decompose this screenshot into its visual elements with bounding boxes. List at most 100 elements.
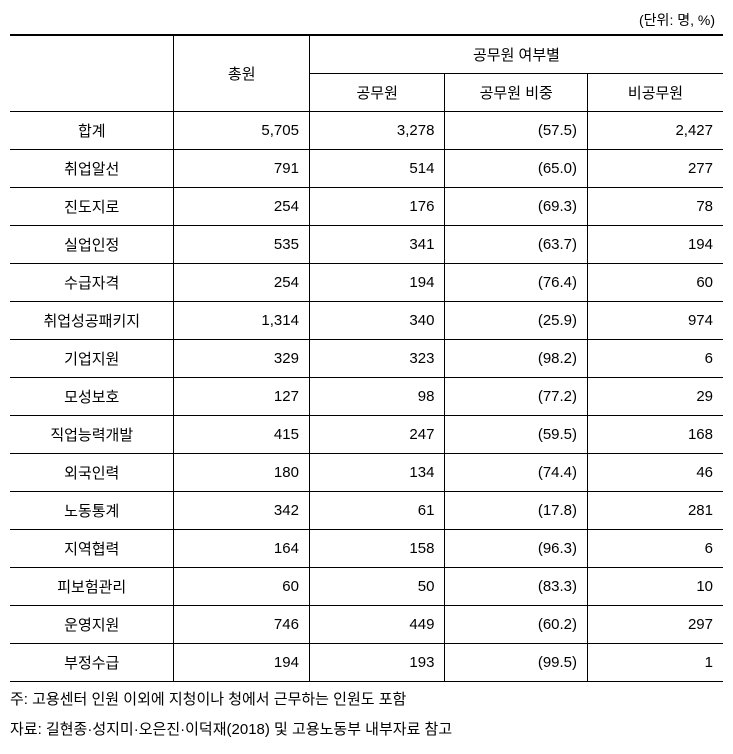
- row-civil: 61: [309, 492, 444, 530]
- row-label: 피보험관리: [10, 568, 174, 606]
- table-row: 모성보호12798(77.2)29: [10, 378, 723, 416]
- row-total: 127: [174, 378, 309, 416]
- header-total: 총원: [174, 35, 309, 112]
- row-label: 취업알선: [10, 150, 174, 188]
- row-ratio: (59.5): [445, 416, 588, 454]
- data-table: 총원 공무원 여부별 공무원 공무원 비중 비공무원 합계5,7053,278(…: [10, 34, 723, 682]
- row-total: 254: [174, 188, 309, 226]
- row-label: 외국인력: [10, 454, 174, 492]
- table-row: 실업인정535341(63.7)194: [10, 226, 723, 264]
- row-total: 746: [174, 606, 309, 644]
- row-non-civil: 974: [588, 302, 723, 340]
- row-non-civil: 78: [588, 188, 723, 226]
- row-non-civil: 194: [588, 226, 723, 264]
- row-non-civil: 1: [588, 644, 723, 682]
- row-total: 254: [174, 264, 309, 302]
- table-row: 피보험관리6050(83.3)10: [10, 568, 723, 606]
- row-civil: 134: [309, 454, 444, 492]
- row-ratio: (77.2): [445, 378, 588, 416]
- row-label: 취업성공패키지: [10, 302, 174, 340]
- table-row: 부정수급194193(99.5)1: [10, 644, 723, 682]
- row-ratio: (96.3): [445, 530, 588, 568]
- table-row: 수급자격254194(76.4)60: [10, 264, 723, 302]
- table-row: 운영지원746449(60.2)297: [10, 606, 723, 644]
- row-ratio: (63.7): [445, 226, 588, 264]
- row-non-civil: 297: [588, 606, 723, 644]
- row-ratio: (83.3): [445, 568, 588, 606]
- row-civil: 3,278: [309, 112, 444, 150]
- row-ratio: (60.2): [445, 606, 588, 644]
- row-total: 1,314: [174, 302, 309, 340]
- table-row: 노동통계34261(17.8)281: [10, 492, 723, 530]
- row-label: 부정수급: [10, 644, 174, 682]
- row-total: 791: [174, 150, 309, 188]
- row-label: 지역협력: [10, 530, 174, 568]
- row-non-civil: 168: [588, 416, 723, 454]
- row-non-civil: 2,427: [588, 112, 723, 150]
- row-label: 수급자격: [10, 264, 174, 302]
- row-label: 실업인정: [10, 226, 174, 264]
- row-civil: 341: [309, 226, 444, 264]
- table-body: 합계5,7053,278(57.5)2,427취업알선791514(65.0)2…: [10, 112, 723, 682]
- row-civil: 98: [309, 378, 444, 416]
- row-civil: 340: [309, 302, 444, 340]
- row-civil: 50: [309, 568, 444, 606]
- row-label: 합계: [10, 112, 174, 150]
- row-total: 180: [174, 454, 309, 492]
- row-civil: 194: [309, 264, 444, 302]
- table-row: 진도지로254176(69.3)78: [10, 188, 723, 226]
- row-non-civil: 277: [588, 150, 723, 188]
- footnote-2: 자료: 길현종·성지미·오은진·이덕재(2018) 및 고용노동부 내부자료 참…: [10, 718, 723, 742]
- row-ratio: (76.4): [445, 264, 588, 302]
- table-row: 직업능력개발415247(59.5)168: [10, 416, 723, 454]
- row-non-civil: 6: [588, 340, 723, 378]
- row-ratio: (57.5): [445, 112, 588, 150]
- row-civil: 247: [309, 416, 444, 454]
- table-row: 합계5,7053,278(57.5)2,427: [10, 112, 723, 150]
- header-civil-ratio: 공무원 비중: [445, 74, 588, 112]
- row-label: 기업지원: [10, 340, 174, 378]
- row-non-civil: 46: [588, 454, 723, 492]
- row-non-civil: 6: [588, 530, 723, 568]
- unit-label: (단위: 명, %): [10, 10, 723, 30]
- row-civil: 158: [309, 530, 444, 568]
- row-total: 60: [174, 568, 309, 606]
- row-non-civil: 60: [588, 264, 723, 302]
- header-non-civil: 비공무원: [588, 74, 723, 112]
- row-total: 329: [174, 340, 309, 378]
- row-label: 노동통계: [10, 492, 174, 530]
- row-non-civil: 10: [588, 568, 723, 606]
- table-row: 지역협력164158(96.3)6: [10, 530, 723, 568]
- row-total: 164: [174, 530, 309, 568]
- row-civil: 449: [309, 606, 444, 644]
- row-ratio: (99.5): [445, 644, 588, 682]
- row-label: 직업능력개발: [10, 416, 174, 454]
- row-ratio: (74.4): [445, 454, 588, 492]
- row-ratio: (25.9): [445, 302, 588, 340]
- row-total: 5,705: [174, 112, 309, 150]
- footnote-1: 주: 고용센터 인원 이외에 지청이나 청에서 근무하는 인원도 포함: [10, 688, 723, 712]
- row-label: 모성보호: [10, 378, 174, 416]
- table-row: 기업지원329323(98.2)6: [10, 340, 723, 378]
- row-ratio: (17.8): [445, 492, 588, 530]
- row-total: 194: [174, 644, 309, 682]
- row-civil: 514: [309, 150, 444, 188]
- row-ratio: (69.3): [445, 188, 588, 226]
- row-total: 342: [174, 492, 309, 530]
- row-ratio: (98.2): [445, 340, 588, 378]
- row-non-civil: 281: [588, 492, 723, 530]
- header-blank: [10, 35, 174, 112]
- row-ratio: (65.0): [445, 150, 588, 188]
- row-total: 535: [174, 226, 309, 264]
- header-civil: 공무원: [309, 74, 444, 112]
- row-non-civil: 29: [588, 378, 723, 416]
- row-civil: 193: [309, 644, 444, 682]
- table-row: 취업알선791514(65.0)277: [10, 150, 723, 188]
- row-total: 415: [174, 416, 309, 454]
- table-row: 외국인력180134(74.4)46: [10, 454, 723, 492]
- row-civil: 176: [309, 188, 444, 226]
- header-group: 공무원 여부별: [309, 35, 723, 74]
- row-civil: 323: [309, 340, 444, 378]
- table-row: 취업성공패키지1,314340(25.9)974: [10, 302, 723, 340]
- row-label: 운영지원: [10, 606, 174, 644]
